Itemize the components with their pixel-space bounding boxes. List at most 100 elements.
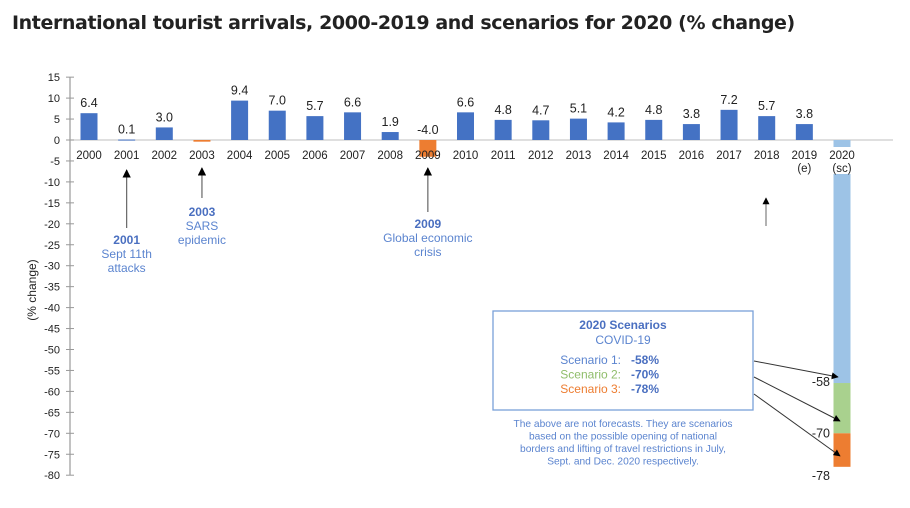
x-tick-label-2007: 2007 [340,150,366,162]
x-tick-sublabel-2019: (e) [797,163,811,175]
x-tick-label-2010: 2010 [453,150,479,162]
annotation-text-2003: epidemic [178,233,226,247]
annotation-heading-2003: 2003 [189,205,216,219]
bar-2003 [193,140,211,142]
scenario-value-label: -70 [812,426,830,440]
x-tick-label-2000: 2000 [76,150,102,162]
x-tick-label-2005: 2005 [264,150,290,162]
scenario-row-value: -78% [631,382,659,396]
x-tick-sublabel-2020: (sc) [832,163,851,175]
bar-2004 [231,100,249,140]
bar-2009 [419,140,437,157]
data-label-2008: 1.9 [382,115,399,129]
x-tick-label-2020: 2020 [829,150,855,162]
bar-2001 [118,139,136,141]
scenario-row-value: -70% [631,368,659,382]
data-label-2001: 0.1 [118,123,135,137]
bar-2005 [268,110,286,140]
x-tick-label-2002: 2002 [152,150,178,162]
x-tick-label-2013: 2013 [566,150,592,162]
y-axis-label: (% change) [25,259,39,320]
y-tick-label: -35 [44,282,60,294]
data-label-2004: 9.4 [231,84,248,98]
annotation-text-2001: attacks [108,261,146,275]
scenario-box-frame [492,310,754,411]
y-tick-label: -55 [44,365,60,377]
x-tick-label-2015: 2015 [641,150,667,162]
scenario-arrow-1 [753,360,839,380]
scenario-row-label: Scenario 1: [560,353,621,367]
y-tick-label: -10 [44,177,60,189]
x-tick-label-2017: 2017 [716,150,742,162]
y-tick-label: -45 [44,324,60,336]
y-tick-label: -80 [44,470,60,482]
scenario-row-value: -58% [631,353,659,367]
x-tick-label-2009: 2009 [415,150,441,162]
annotation-text-2003: SARS [186,219,219,233]
data-label-2007: 6.6 [344,95,361,109]
x-tick-label-2011: 2011 [491,150,516,162]
y-tick-label: -70 [44,428,60,440]
annotation-text-2001: Sept 11th [101,247,151,261]
y-axis: 15 10 5 0 -5 -10 -15 -20 -25 -30 -35 -40 -45 -50 -55 -6… [44,72,893,482]
data-label-2019: 3.8 [796,107,813,121]
data-label-2010: 6.6 [457,95,474,109]
bar-2016 [682,124,700,140]
x-tick-label-2004: 2004 [227,150,253,162]
bar-2020-scenario-1 [833,174,851,384]
scenario-note-line: Sept. and Dec. 2020 respectively. [547,457,699,468]
scenario-box-title: 2020 Scenarios [579,318,667,332]
bar-2020-scenario-3 [833,433,851,467]
scenario-value-label: -78 [812,469,830,483]
bar-2014 [607,122,625,140]
y-tick-label: -50 [44,345,60,357]
x-tick-label-2019: 2019 [792,150,818,162]
bar-2015 [645,119,663,140]
data-label-2012: 4.7 [532,103,549,117]
x-tick-label-2012: 2012 [528,150,554,162]
data-label-2014: 4.2 [607,105,624,119]
y-tick-label: 10 [48,93,60,105]
bar-2012 [532,120,550,140]
data-label-2011: 4.8 [494,103,511,117]
bar-2020-scenario-2 [833,383,851,434]
annotation-heading-2009: 2009 [414,217,441,231]
bar-2010 [457,112,474,140]
bar-2013 [569,118,587,140]
chart-title: International tourist arrivals, 2000-201… [12,12,795,34]
bar-2007 [344,112,362,140]
y-tick-label: -65 [44,407,60,419]
data-label-2013: 5.1 [570,102,587,116]
scenario-arrow-3 [753,393,841,457]
y-tick-label: 5 [54,114,60,126]
annotation-text-2009: crisis [414,245,441,259]
data-label-2005: 7.0 [269,94,286,108]
bar-2018 [758,116,776,140]
data-label-2018: 5.7 [758,99,775,113]
scenario-box-subtitle: COVID-19 [595,333,651,347]
data-label-2009: -4.0 [417,123,439,137]
bar-2017 [720,109,738,140]
scenario-arrow-2 [753,376,841,422]
y-tick-label: -15 [44,198,60,210]
y-tick-label: -60 [44,386,60,398]
x-tick-label-2014: 2014 [603,150,629,162]
x-tick-label-2008: 2008 [377,150,403,162]
y-tick-label: -5 [50,156,60,168]
scenario-note-line: The above are not forecasts. They are sc… [514,419,733,430]
bar-2006 [306,116,324,140]
data-label-2017: 7.2 [720,93,737,107]
bar-2002 [155,127,173,140]
scenario-note-line: borders and lifting of travel restrictio… [520,444,726,455]
x-tick-label-2016: 2016 [679,150,705,162]
bar-2000 [80,113,98,140]
y-tick-label: -40 [44,303,60,315]
data-labels: 6.4 0.1 3.0 9.4 7.0 5.7 6.6 1.9 -4.0 6.6 4.8 4.7 5.1… [80,84,830,483]
x-tick-label-2018: 2018 [754,150,780,162]
bars [80,100,851,467]
x-tick-label-2006: 2006 [302,150,328,162]
data-label-2002: 3.0 [156,110,173,124]
scenario-note-line: based on the possible opening of nationa… [529,432,717,443]
